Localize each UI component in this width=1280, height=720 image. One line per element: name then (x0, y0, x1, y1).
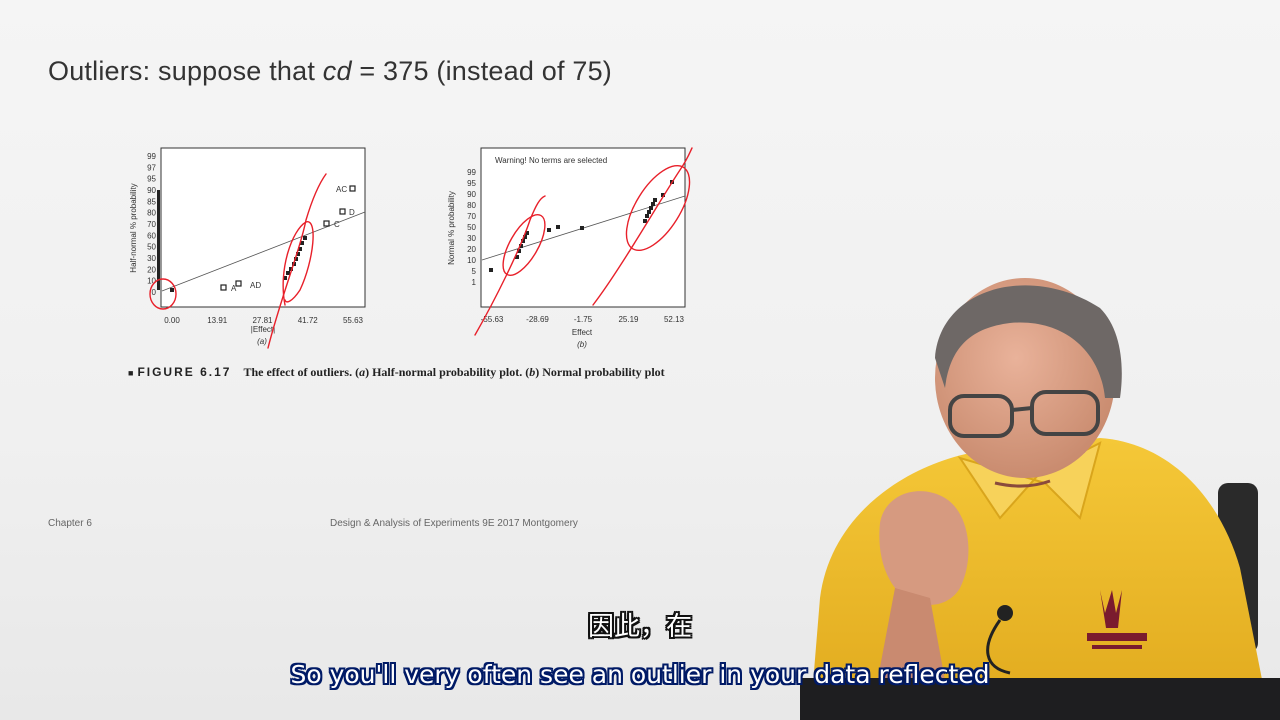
plot_b-ytick: 10 (467, 256, 476, 265)
plot_b-xtick: -28.69 (526, 315, 549, 324)
plot-a-ylabel: Half-normal % probability (129, 183, 138, 272)
plot-b-panel-label: (b) (577, 340, 587, 349)
lapel-mic (997, 605, 1013, 621)
plot_b-xtick: 25.19 (618, 315, 639, 324)
plot_a-ytick: 70 (147, 220, 156, 229)
plot-a-panel-label: (a) (257, 337, 267, 346)
plot-b-points (489, 180, 674, 272)
plot_b-ytick: 95 (467, 179, 476, 188)
plot_a-xtick: 27.81 (252, 316, 273, 325)
plot-a-point-D (339, 208, 346, 215)
plot-a-zero-points (157, 190, 160, 290)
plot_b-ytick: 80 (467, 201, 476, 210)
plot_a-ytick: 80 (147, 209, 156, 218)
plot_a-ytick: 60 (147, 231, 156, 240)
plot-a-point (170, 288, 174, 292)
plot-a-point-A (220, 284, 227, 291)
plot-a-label-D: D (349, 208, 355, 217)
plot_b-ytick: 90 (467, 190, 476, 199)
plot-a-frame (160, 147, 366, 308)
plot-a-xlabel: |Effect| (251, 325, 275, 334)
plot_b-xtick: -1.75 (574, 315, 593, 324)
desk (800, 678, 1280, 720)
sun-devil-logo (1087, 590, 1147, 649)
subtitle-english: So you'll very often see an outlier in y… (290, 660, 990, 689)
plot-a-label-C: C (334, 220, 340, 229)
presenter-video (800, 278, 1280, 720)
plot_a-ytick: 20 (147, 265, 156, 274)
plot_b-ytick: 50 (467, 223, 476, 232)
plot_a-ytick: 97 (147, 163, 156, 172)
plot_a-xtick: 55.63 (343, 316, 364, 325)
plot_b-ytick: 30 (467, 234, 476, 243)
plot_b-ytick: 5 (472, 267, 477, 276)
plot-a-point-AD (235, 280, 242, 287)
plot-a-label-AD: AD (250, 281, 261, 290)
presenter-hand (879, 491, 969, 605)
footer-citation: Design & Analysis of Experiments 9E 2017… (330, 518, 578, 529)
plot-a-yticks: 99 97 95 90 85 80 70 60 50 30 20 10 0 (147, 152, 156, 297)
plot_b-xtick: -55.63 (481, 315, 504, 324)
plot_a-ytick: 10 (147, 277, 156, 286)
plot-b-xlabel: Effect (572, 328, 593, 337)
plot-a-label-A: A (231, 284, 237, 293)
plot-a-reference-line (161, 211, 366, 292)
plot-b-warning: Warning! No terms are selected (495, 156, 607, 165)
plot_a-ytick: 30 (147, 254, 156, 263)
plot_b-xtick: 52.13 (664, 315, 685, 324)
presenter-hair (935, 285, 1122, 398)
plot_b-ytick: 70 (467, 212, 476, 221)
plot_a-ytick: 85 (147, 197, 156, 206)
plot_a-ytick: 0 (152, 288, 157, 297)
slide-title: Outliers: suppose that cd = 375 (instead… (48, 56, 612, 86)
plot_a-ytick: 90 (147, 186, 156, 195)
plot-a-label-AC: AC (336, 185, 347, 194)
plot_a-xtick: 0.00 (164, 316, 180, 325)
plot-a-point-AC (349, 185, 356, 192)
plot-a-point-C (323, 220, 330, 227)
plot_b-ytick: 1 (472, 278, 477, 287)
plot_a-ytick: 99 (147, 152, 156, 161)
footer-chapter: Chapter 6 (48, 518, 92, 529)
plot_a-xtick: 41.72 (298, 316, 319, 325)
plot-b-yticks: 99 95 90 80 70 50 30 20 10 5 1 (467, 168, 476, 287)
plot_a-ytick: 95 (147, 175, 156, 184)
plot_a-ytick: 50 (147, 243, 156, 252)
plot_a-xtick: 13.91 (207, 316, 228, 325)
plot-b-ylabel: Normal % probability (447, 191, 456, 265)
plot-a-xticks: 0.00 13.91 27.81 41.72 55.63 (164, 316, 363, 325)
plot-b-xticks: -55.63 -28.69 -1.75 25.19 52.13 (481, 315, 685, 324)
glasses (948, 390, 1100, 438)
red-annotations (149, 147, 693, 349)
subtitle-chinese: 因此，在 (587, 612, 692, 642)
plot_b-ytick: 20 (467, 245, 476, 254)
plot_b-ytick: 99 (467, 168, 476, 177)
